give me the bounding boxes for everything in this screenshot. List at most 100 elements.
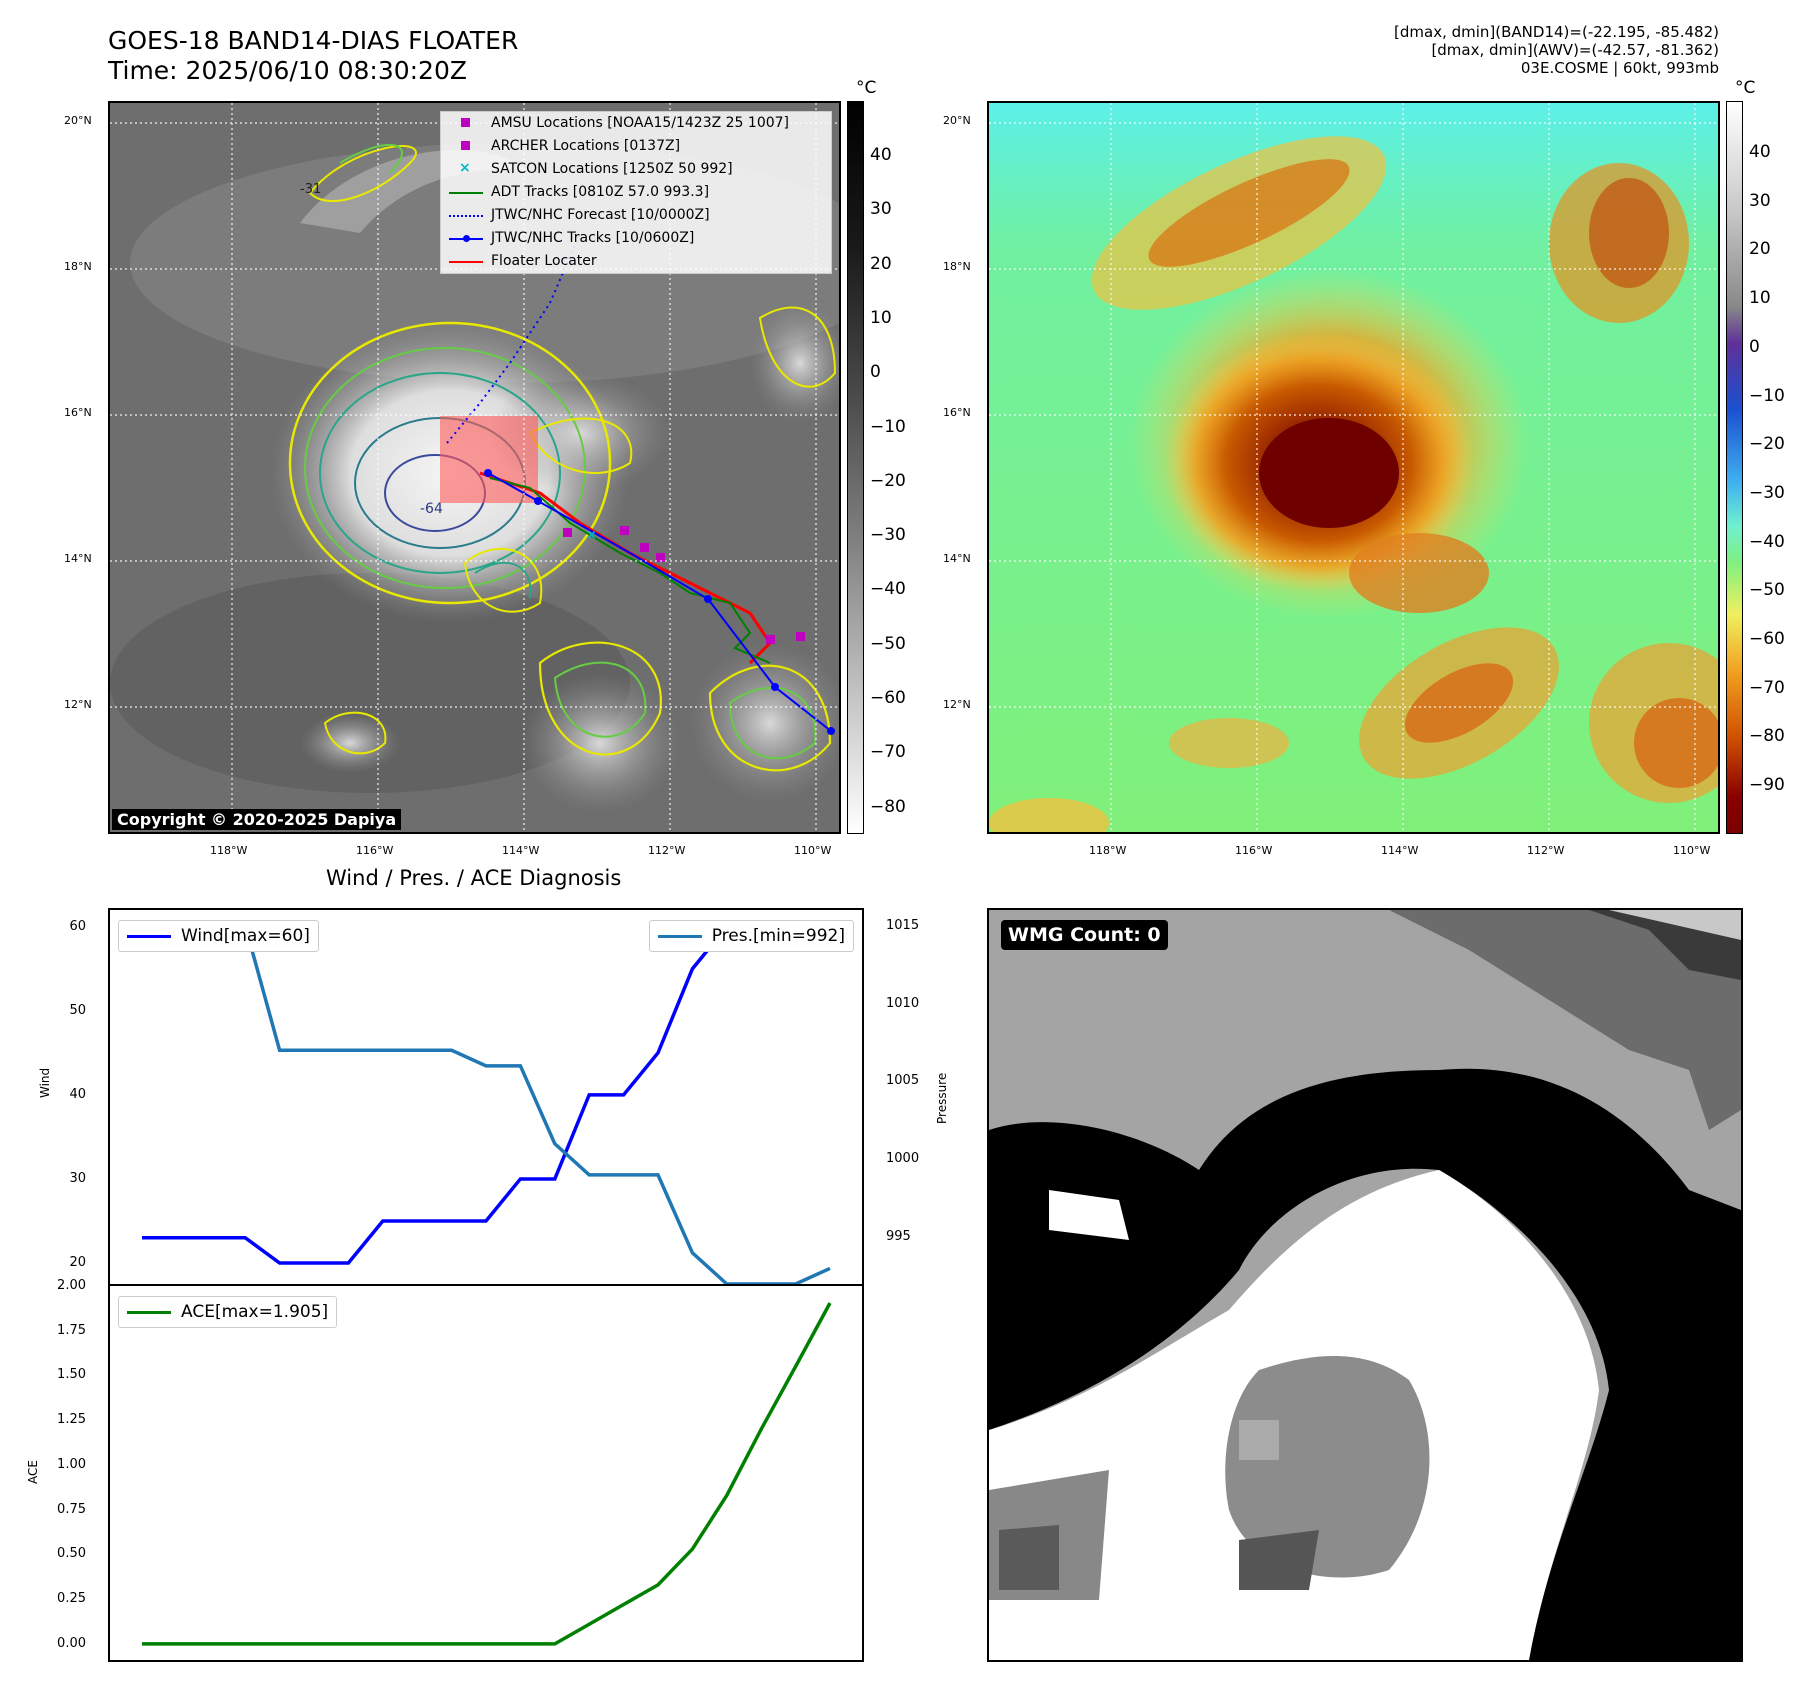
pressure-tick-label: 995 bbox=[886, 1229, 911, 1245]
wind-tick-label: 20 bbox=[69, 1254, 86, 1270]
ir-colorbar-unit: °C bbox=[856, 78, 877, 98]
awv-colorbar-tick-label: 30 bbox=[1749, 190, 1771, 211]
awv-lon-label: 118°W bbox=[1089, 844, 1127, 857]
ace-tick-label: 0.00 bbox=[57, 1635, 86, 1651]
legend-item-archer: ARCHER Locations [0137Z] bbox=[441, 135, 831, 158]
awv-lat-label: 12°N bbox=[943, 698, 971, 711]
awv-colorbar-tick-label: −60 bbox=[1749, 629, 1785, 649]
ir-colorbar-tick-label: 30 bbox=[870, 199, 892, 220]
awv-lon-label: 110°W bbox=[1673, 844, 1711, 857]
legend-item-amsu: AMSU Locations [NOAA15/1423Z 25 1007] bbox=[441, 112, 831, 135]
wind-legend: Wind[max=60] bbox=[118, 920, 319, 952]
pressure-legend: Pres.[min=992] bbox=[648, 920, 854, 952]
ace-legend: ACE[max=1.905] bbox=[118, 1296, 338, 1328]
figure-title-line1: GOES-18 BAND14-DIAS FLOATER bbox=[108, 26, 519, 55]
wind-series-line bbox=[142, 925, 830, 1265]
ace-tick-label: 0.75 bbox=[57, 1501, 86, 1517]
ace-tick-label: 1.00 bbox=[57, 1456, 86, 1472]
awv-colorbar-tick-label: −30 bbox=[1749, 482, 1785, 503]
pressure-axis-label: Pressure bbox=[935, 1072, 949, 1124]
awv-colorbar-tick-label: −10 bbox=[1749, 385, 1785, 406]
ir-lat-label: 12°N bbox=[64, 698, 92, 711]
wind-pressure-chart: Wind[max=60] Pres.[min=992] bbox=[108, 908, 864, 1286]
awv-colorbar-tick-label: −90 bbox=[1749, 775, 1785, 796]
awv-lon-label: 116°W bbox=[1235, 844, 1273, 857]
figure-title-line2: Time: 2025/06/10 08:30:20Z bbox=[108, 56, 467, 85]
contour-label: -31 bbox=[300, 182, 321, 197]
ir-lon-label: 112°W bbox=[648, 844, 686, 857]
floater-box bbox=[440, 416, 538, 503]
ace-tick-label: 0.50 bbox=[57, 1546, 86, 1562]
ir-lat-label: 20°N bbox=[64, 114, 92, 127]
ir-colorbar-tick-label: −10 bbox=[870, 416, 906, 437]
ace-series-line bbox=[142, 1302, 832, 1646]
ace-tick-label: 1.75 bbox=[57, 1322, 86, 1338]
ir-lon-label: 110°W bbox=[794, 844, 832, 857]
awv-satellite-map bbox=[987, 101, 1720, 834]
ir-legend: AMSU Locations [NOAA15/1423Z 25 1007] AR… bbox=[440, 111, 832, 274]
awv-colorbar-tick-label: 0 bbox=[1749, 336, 1760, 357]
pressure-tick-label: 1000 bbox=[886, 1151, 920, 1167]
ir-colorbar-tick-label: −80 bbox=[870, 796, 906, 817]
info-line-1: [dmax, dmin](BAND14)=(-22.195, -85.482) bbox=[1394, 23, 1719, 41]
ir-colorbar-tick-label: −40 bbox=[870, 579, 906, 600]
wind-axis-label: Wind bbox=[38, 1067, 52, 1098]
awv-lon-label: 112°W bbox=[1527, 844, 1565, 857]
ir-colorbar-tick-label: −30 bbox=[870, 525, 906, 546]
ace-tick-label: 1.25 bbox=[57, 1412, 86, 1428]
awv-colorbar-tick-label: 10 bbox=[1749, 288, 1771, 309]
ir-colorbar-tick-label: 0 bbox=[870, 362, 881, 383]
awv-colorbar-tick-label: −50 bbox=[1749, 580, 1785, 601]
ace-tick-label: 0.25 bbox=[57, 1591, 86, 1607]
awv-lon-label: 114°W bbox=[1381, 844, 1419, 857]
legend-item-tracks: JTWC/NHC Tracks [10/0600Z] bbox=[441, 227, 831, 250]
wmg-classification-map: WMG Count: 0 bbox=[987, 908, 1743, 1662]
pressure-tick-label: 1015 bbox=[886, 917, 920, 933]
info-line-2: [dmax, dmin](AWV)=(-42.57, -81.362) bbox=[1431, 41, 1719, 59]
wind-tick-label: 60 bbox=[69, 918, 86, 934]
ir-colorbar-tick-label: −20 bbox=[870, 470, 906, 491]
pressure-series-line bbox=[142, 923, 831, 1284]
ace-tick-label: 1.50 bbox=[57, 1367, 86, 1383]
ace-chart: ACE[max=1.905] bbox=[108, 1284, 864, 1662]
ir-lat-label: 16°N bbox=[64, 406, 92, 419]
pressure-tick-label: 1005 bbox=[886, 1073, 920, 1089]
ir-lat-label: 14°N bbox=[64, 552, 92, 565]
ir-colorbar-tick-label: 20 bbox=[870, 253, 892, 274]
svg-text:×: × bbox=[586, 528, 597, 543]
awv-colorbar bbox=[1726, 101, 1743, 834]
pressure-tick-label: 1010 bbox=[886, 995, 920, 1011]
awv-lat-label: 18°N bbox=[943, 260, 971, 273]
wind-tick-label: 30 bbox=[69, 1170, 86, 1186]
info-line-3: 03E.COSME | 60kt, 993mb bbox=[1520, 59, 1719, 77]
ir-satellite-map: -31 -64 × bbox=[108, 101, 841, 834]
ir-colorbar-tick-label: −60 bbox=[870, 688, 906, 708]
ir-colorbar bbox=[847, 101, 864, 834]
awv-colorbar-tick-label: 20 bbox=[1749, 239, 1771, 260]
ir-lat-label: 18°N bbox=[64, 260, 92, 273]
awv-colorbar-tick-label: −20 bbox=[1749, 434, 1785, 455]
ir-colorbar-tick-label: 40 bbox=[870, 145, 892, 165]
ir-colorbar-tick-label: −50 bbox=[870, 633, 906, 654]
wmg-count-badge: WMG Count: 0 bbox=[1001, 920, 1168, 950]
legend-item-adt: ADT Tracks [0810Z 57.0 993.3] bbox=[441, 181, 831, 204]
awv-lat-label: 16°N bbox=[943, 406, 971, 419]
ir-colorbar-tick-label: −70 bbox=[870, 742, 906, 763]
legend-item-satcon: × SATCON Locations [1250Z 50 992] bbox=[459, 160, 733, 177]
awv-lat-label: 14°N bbox=[943, 552, 971, 565]
wind-tick-label: 50 bbox=[69, 1002, 86, 1018]
awv-lat-label: 20°N bbox=[943, 114, 971, 127]
ir-lon-label: 118°W bbox=[210, 844, 248, 857]
legend-item-forecast: JTWC/NHC Forecast [10/0000Z] bbox=[441, 204, 831, 227]
ir-lon-label: 116°W bbox=[356, 844, 394, 857]
awv-colorbar-unit: °C bbox=[1735, 78, 1756, 98]
awv-colorbar-tick-label: −40 bbox=[1749, 531, 1785, 552]
copyright-label: Copyright © 2020-2025 Dapiya bbox=[112, 809, 402, 830]
contour-label: -64 bbox=[420, 501, 443, 517]
ir-colorbar-tick-label: 10 bbox=[870, 307, 892, 328]
ir-lon-label: 114°W bbox=[502, 844, 540, 857]
awv-colorbar-tick-label: 40 bbox=[1749, 142, 1771, 162]
diagnosis-title: Wind / Pres. / ACE Diagnosis bbox=[326, 866, 622, 890]
awv-colorbar-tick-label: −80 bbox=[1749, 726, 1785, 747]
legend-item-floater: Floater Locater bbox=[441, 250, 831, 273]
